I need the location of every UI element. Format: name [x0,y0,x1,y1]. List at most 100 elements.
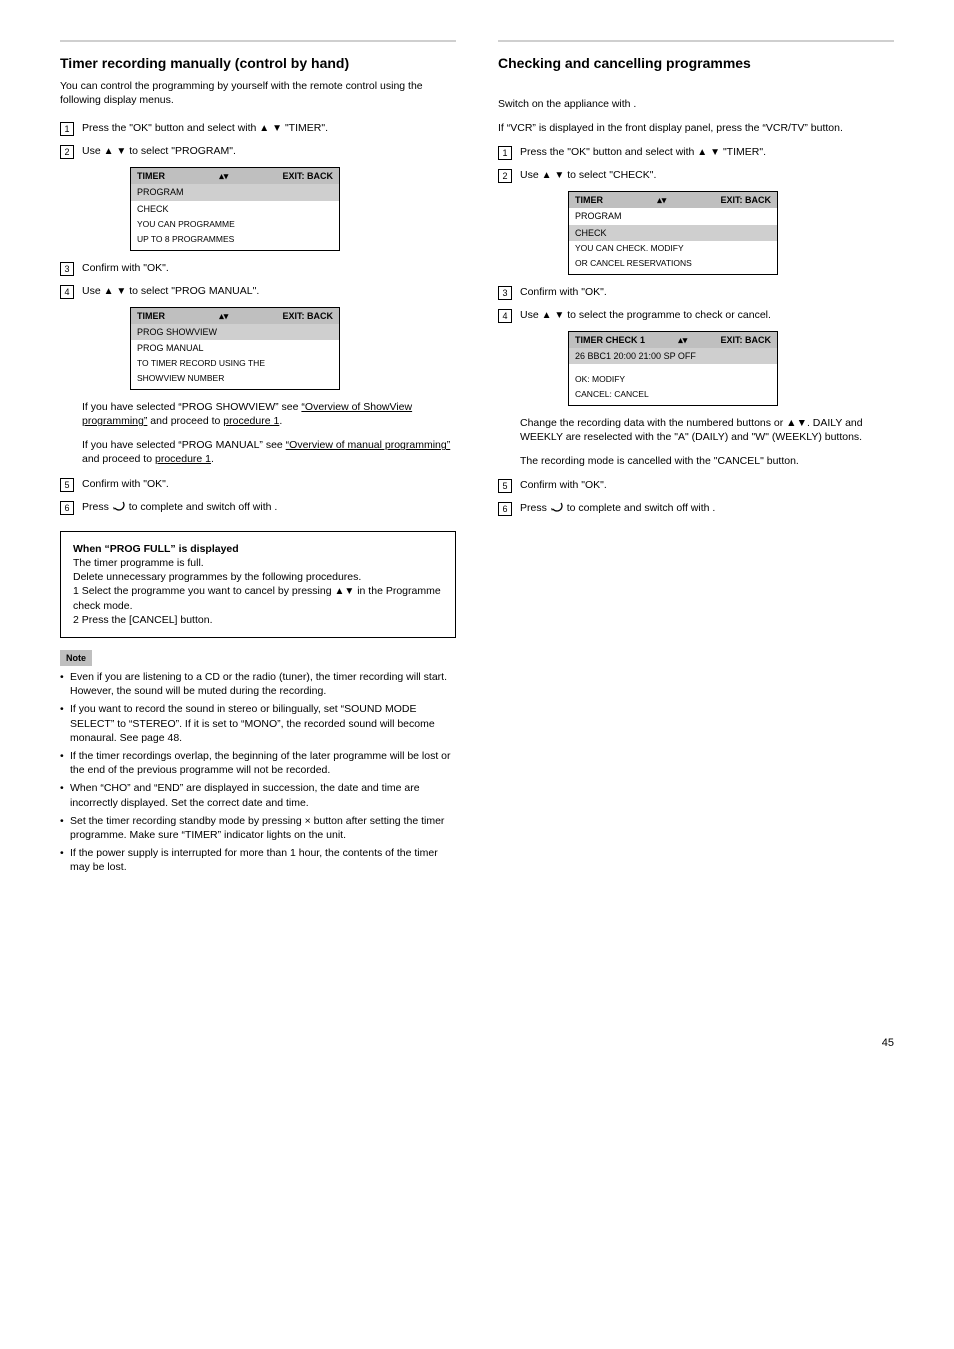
step-text: Press [82,501,112,513]
down-icon: ▼ [344,586,354,597]
down-icon: ▾ [224,171,229,181]
step-text: Press the "OK" button and select with [520,146,697,158]
menu-hint: YOU CAN CHECK. MODIFY [569,241,777,258]
step-number: 2 [60,145,74,159]
step-number: 4 [60,285,74,299]
cross-ref: If you have selected “PROG MANUAL” see “… [82,438,456,466]
up-icon: ▲ [697,147,707,158]
menu-exit: EXIT: BACK [282,170,333,182]
note-text: When “CHO” and “END” are displayed in su… [70,781,456,809]
down-icon: ▼ [116,146,126,157]
step-text: Confirm with "OK". [82,477,456,491]
step-text: Confirm with "OK". [520,478,894,492]
menu-hint: OR CANCEL RESERVATIONS [569,258,777,273]
bullet-icon: • [60,702,70,745]
menu-selected: PROGRAM [131,184,339,200]
bullet-icon: • [60,749,70,777]
bullet-icon: • [60,846,70,874]
step-text: to select "PROGRAM". [129,145,236,157]
step-text: Confirm with "OK". [520,285,894,299]
info-box: When “PROG FULL” is displayed The timer … [60,531,456,638]
intro-text: You can control the programming by yours… [60,79,456,107]
note-text: If the timer recordings overlap, the beg… [70,749,456,777]
step-1: 1 Press the "OK" button and select with … [60,121,456,136]
osd-menu: TIMER ▴▾ EXIT: BACK PROGRAM CHECK YOU CA… [568,191,778,274]
osd-menu: TIMER ▴▾ EXIT: BACK PROG SHOWVIEW PROG M… [130,307,340,390]
body-text: Change the recording data with the numbe… [520,416,894,444]
menu-exit: EXIT: BACK [720,194,771,206]
divider [498,40,894,42]
menu-hint: CANCEL: CANCEL [569,389,777,404]
down-icon: ▼ [116,286,126,297]
cross-ref: If you have selected “PROG SHOWVIEW” see… [82,400,456,428]
step-number: 6 [60,501,74,515]
down-icon: ▾ [662,195,667,205]
menu-title: TIMER CHECK 1 [575,334,645,346]
step-number: 4 [498,309,512,323]
step-2: 2 Use ▲ ▼ to select "PROGRAM". [60,144,456,159]
step-text: to complete and switch off with . [129,501,278,513]
step-text: to select "PROG MANUAL". [129,285,259,297]
note-item: •Set the timer recording standby mode by… [60,814,456,842]
down-icon: ▾ [224,311,229,321]
up-icon: ▲ [104,146,114,157]
down-icon: ▼ [272,123,282,134]
step-5: 5 Confirm with "OK". [498,478,894,493]
right-column: Checking and cancelling programmes Switc… [498,40,894,1051]
step-3: 3 Confirm with "OK". [498,285,894,300]
osd-menu: TIMER CHECK 1 ▴▾ EXIT: BACK 26 BBC1 20:0… [568,331,778,406]
step-text: Press [520,502,550,514]
menu-title: TIMER [575,194,603,206]
menu-hint: SHOWVIEW NUMBER [131,373,339,388]
step-text: to complete and switch off with . [567,502,716,514]
info-text: Delete unnecessary programmes by the fol… [73,570,443,584]
step-text: Use [520,309,542,321]
step-5: 5 Confirm with "OK". [60,477,456,492]
step-number: 1 [498,146,512,160]
menu-title: TIMER [137,170,165,182]
step-text: Use [82,285,104,297]
menu-selected: PROG SHOWVIEW [131,324,339,340]
section-title: Checking and cancelling programmes [498,54,894,73]
down-icon: ▾ [683,335,688,345]
step-number: 1 [60,122,74,136]
step-2: 2 Use ▲ ▼ to select "CHECK". [498,168,894,183]
link-text: “Overview of manual programming” [286,439,451,451]
step-text: to select "CHECK". [567,169,656,181]
body-text: The recording mode is cancelled with the… [520,454,894,468]
divider [60,40,456,42]
link-text: procedure 1 [155,453,211,465]
up-icon: ▲ [542,170,552,181]
text: and proceed to [82,453,155,465]
menu-exit: EXIT: BACK [282,310,333,322]
menu-title: TIMER [137,310,165,322]
step-text: Press the "OK" button and select with [82,122,259,134]
step-number: 2 [498,169,512,183]
intro-text: Switch on the appliance with . [498,97,894,111]
step-6: 6 Press to complete and switch off with … [498,501,894,516]
return-icon [550,502,567,514]
step-text: "TIMER". [285,122,328,134]
section-title: Timer recording manually (control by han… [60,54,456,73]
note-item: •When “CHO” and “END” are displayed in s… [60,781,456,809]
step-text: Use [82,145,104,157]
info-text: Select the programme you want to cancel … [82,585,335,597]
note-text: Set the timer recording standby mode by … [70,814,456,842]
step-text: Confirm with "OK". [82,261,456,275]
info-text: The timer programme is full. [73,556,443,570]
step-6: 6 Press to complete and switch off with … [60,500,456,515]
note-text: Even if you are listening to a CD or the… [70,670,456,698]
note-label: Note [60,650,92,666]
bullet-icon: • [60,814,70,842]
step-number: 3 [60,262,74,276]
menu-selected: CHECK [569,225,777,241]
osd-menu: TIMER ▴▾ EXIT: BACK PROGRAM CHECK YOU CA… [130,167,340,250]
note-item: •If the timer recordings overlap, the be… [60,749,456,777]
up-icon: ▲ [542,310,552,321]
menu-hint: OK: MODIFY [569,372,777,389]
text: If you have selected “PROG SHOWVIEW” see [82,401,301,413]
step-number: 5 [498,479,512,493]
text: and proceed to [150,415,223,427]
menu-item: CHECK [131,201,339,217]
step-text: Use [520,169,542,181]
